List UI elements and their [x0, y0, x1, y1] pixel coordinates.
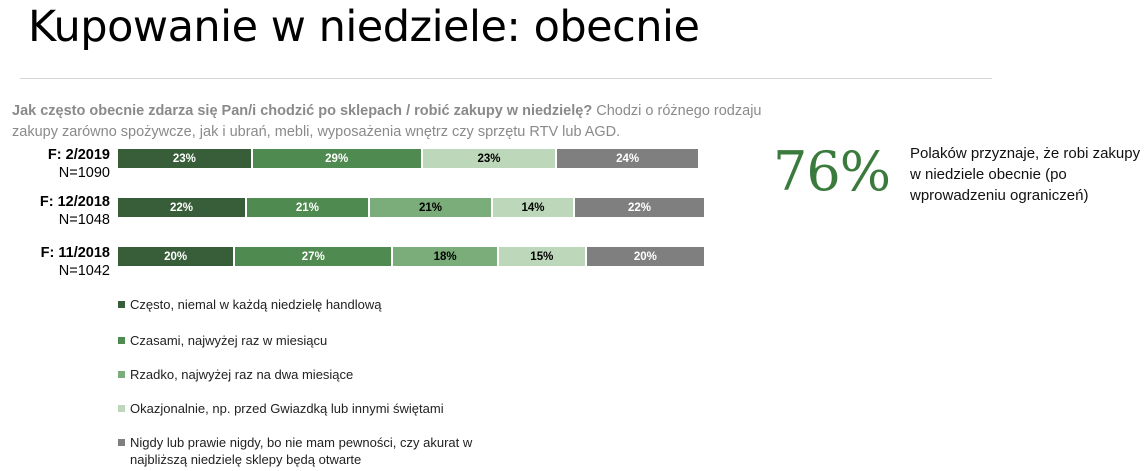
bar-value-label: 18%	[433, 250, 457, 263]
highlight-percentage: 76%	[773, 140, 891, 203]
row-sample-size: N=1048	[58, 212, 110, 228]
row-label: F: 11/2018 N=1042	[0, 244, 110, 280]
legend-item: Nigdy lub prawie nigdy, bo nie mam pewno…	[118, 434, 518, 468]
bar-value-label: 24%	[616, 152, 640, 165]
bar-segment: 20%	[118, 247, 236, 266]
bar-value-label: 21%	[295, 201, 319, 214]
bar-row: 23% 29% 23% 24%	[118, 149, 698, 168]
bar-row: 22% 21% 21% 14% 22%	[118, 198, 704, 217]
title-divider	[20, 78, 992, 79]
bar-value-label: 20%	[633, 250, 657, 263]
bar-segment: 22%	[575, 198, 704, 217]
bar-segment: 27%	[235, 247, 394, 266]
bar-segment: 21%	[369, 198, 493, 217]
bar-value-label: 27%	[301, 250, 325, 263]
bar-value-label: 22%	[169, 201, 193, 214]
row-label: F: 12/2018 N=1048	[0, 193, 110, 229]
bar-value-label: 23%	[477, 152, 501, 165]
legend-label: Czasami, najwyżej raz w miesiącu	[130, 333, 328, 348]
highlight-description: Polaków przyznaje, że robi zakupy w nied…	[910, 145, 1141, 204]
bar-segment: 24%	[557, 149, 698, 168]
bar-segment: 20%	[586, 247, 704, 266]
bar-segment: 23%	[118, 149, 253, 168]
bar-segment: 22%	[118, 198, 247, 217]
bar-value-label: 14%	[521, 201, 545, 214]
question-main: Jak często obecnie zdarza się Pan/i chod…	[12, 103, 593, 119]
survey-question: Jak często obecnie zdarza się Pan/i chod…	[12, 101, 802, 143]
row-sample-size: N=1090	[58, 165, 110, 181]
bar-value-label: 23%	[172, 152, 196, 165]
bar-value-label: 20%	[164, 250, 188, 263]
legend-swatch	[118, 371, 125, 378]
row-period: F: 2/2019	[47, 147, 110, 163]
bar-row: 20% 27% 18% 15% 20%	[118, 247, 704, 266]
bar-value-label: 22%	[627, 201, 651, 214]
legend-label: Często, niemal w każdą niedzielę handlow…	[130, 297, 382, 312]
bar-value-label: 29%	[325, 152, 349, 165]
legend-swatch	[118, 301, 125, 308]
legend-swatch	[118, 439, 125, 446]
row-sample-size: N=1042	[58, 263, 110, 279]
bar-value-label: 15%	[530, 250, 554, 263]
bar-segment: 18%	[393, 247, 499, 266]
legend-swatch	[118, 337, 125, 344]
legend-item: Okazjonalnie, np. przed Gwiazdką lub inn…	[118, 400, 518, 417]
legend-item: Czasami, najwyżej raz w miesiącu	[118, 332, 518, 349]
row-period: F: 11/2018	[40, 245, 110, 261]
row-period: F: 12/2018	[39, 194, 110, 210]
row-label: F: 2/2019 N=1090	[0, 146, 110, 182]
legend-label: Rzadko, najwyżej raz na dwa miesiące	[130, 367, 354, 382]
bar-segment: 15%	[498, 247, 587, 266]
bar-segment: 14%	[493, 198, 576, 217]
bar-segment: 21%	[246, 198, 370, 217]
legend-item: Rzadko, najwyżej raz na dwa miesiące	[118, 366, 518, 383]
legend-label: Okazjonalnie, np. przed Gwiazdką lub inn…	[130, 401, 444, 416]
slide-title: Kupowanie w niedziele: obecnie	[28, 2, 700, 52]
legend-swatch	[118, 405, 125, 412]
bar-value-label: 21%	[418, 201, 442, 214]
question-detail: Chodzi o różnego rodzaju zakupy zarówno …	[12, 103, 762, 140]
bar-segment: 23%	[422, 149, 558, 168]
legend-item: Często, niemal w każdą niedzielę handlow…	[118, 296, 518, 313]
legend-label: Nigdy lub prawie nigdy, bo nie mam pewno…	[130, 435, 473, 467]
bar-segment: 29%	[252, 149, 423, 168]
